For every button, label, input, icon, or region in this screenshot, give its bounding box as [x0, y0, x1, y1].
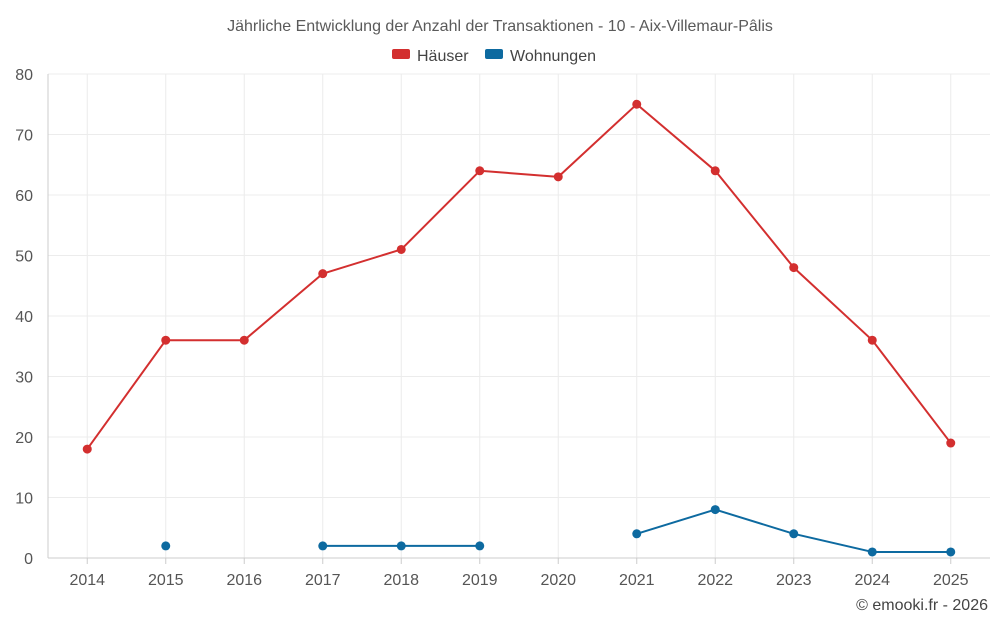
y-tick-label: 20 — [15, 430, 33, 447]
y-tick-label: 10 — [15, 491, 33, 508]
legend: Häuser Wohnungen — [392, 48, 596, 65]
series-wohnungen — [161, 505, 956, 557]
chart-title: Jährliche Entwicklung der Anzahl der Tra… — [227, 18, 773, 35]
legend-swatch-haeuser — [392, 49, 410, 59]
x-axis-ticks: 2014 2015 2016 2017 2018 2019 2020 2021 2022 2023… — [69, 558, 969, 589]
grid — [47, 73, 990, 559]
series-line-haeuser — [86, 103, 952, 450]
data-point-haeuser-2015[interactable] — [161, 335, 171, 345]
legend-item-haeuser[interactable]: Häuser — [392, 48, 469, 65]
data-point-haeuser-2019[interactable] — [475, 166, 485, 176]
data-point-wohnungen-2015[interactable] — [161, 541, 171, 551]
series — [82, 99, 956, 557]
data-point-haeuser-2014[interactable] — [82, 444, 92, 454]
x-tick-label: 2025 — [933, 572, 969, 589]
legend-label-wohnungen: Wohnungen — [510, 48, 596, 65]
x-tick-label: 2014 — [69, 572, 105, 589]
x-tick-label: 2020 — [540, 572, 576, 589]
data-point-wohnungen-2021[interactable] — [632, 529, 642, 539]
y-tick-label: 80 — [15, 67, 33, 84]
x-tick-label: 2024 — [854, 572, 890, 589]
y-tick-label: 30 — [15, 370, 33, 387]
y-tick-label: 0 — [24, 551, 33, 568]
data-point-haeuser-2022[interactable] — [710, 166, 720, 176]
data-point-wohnungen-2019[interactable] — [475, 541, 485, 551]
data-point-wohnungen-2025[interactable] — [946, 547, 956, 557]
data-point-haeuser-2020[interactable] — [553, 172, 563, 182]
x-tick-label: 2015 — [148, 572, 184, 589]
y-axis-ticks: 0 10 20 30 40 50 60 70 80 — [15, 67, 33, 568]
y-tick-label: 70 — [15, 128, 33, 145]
x-tick-label: 2017 — [305, 572, 341, 589]
x-tick-label: 2021 — [619, 572, 655, 589]
legend-item-wohnungen[interactable]: Wohnungen — [485, 48, 596, 65]
data-point-wohnungen-2024[interactable] — [867, 547, 877, 557]
y-tick-label: 50 — [15, 249, 33, 266]
data-point-haeuser-2016[interactable] — [239, 335, 249, 345]
data-point-haeuser-2024[interactable] — [867, 335, 877, 345]
credit-text: © emooki.fr - 2026 — [856, 597, 988, 614]
data-point-wohnungen-2023[interactable] — [789, 529, 799, 539]
y-tick-label: 40 — [15, 309, 33, 326]
x-tick-label: 2018 — [383, 572, 419, 589]
data-point-haeuser-2023[interactable] — [789, 263, 799, 273]
legend-label-haeuser: Häuser — [417, 48, 469, 65]
x-tick-label: 2019 — [462, 572, 498, 589]
x-tick-label: 2016 — [226, 572, 262, 589]
y-tick-label: 60 — [15, 188, 33, 205]
data-point-haeuser-2021[interactable] — [632, 99, 642, 109]
data-point-haeuser-2017[interactable] — [318, 269, 328, 279]
data-point-wohnungen-2018[interactable] — [396, 541, 406, 551]
legend-swatch-wohnungen — [485, 49, 503, 59]
x-tick-label: 2022 — [697, 572, 733, 589]
data-point-haeuser-2018[interactable] — [396, 244, 406, 254]
x-tick-label: 2023 — [776, 572, 812, 589]
data-point-haeuser-2025[interactable] — [946, 438, 956, 448]
data-point-wohnungen-2022[interactable] — [710, 505, 720, 515]
data-point-wohnungen-2017[interactable] — [318, 541, 328, 551]
series-haeuser — [82, 99, 956, 454]
